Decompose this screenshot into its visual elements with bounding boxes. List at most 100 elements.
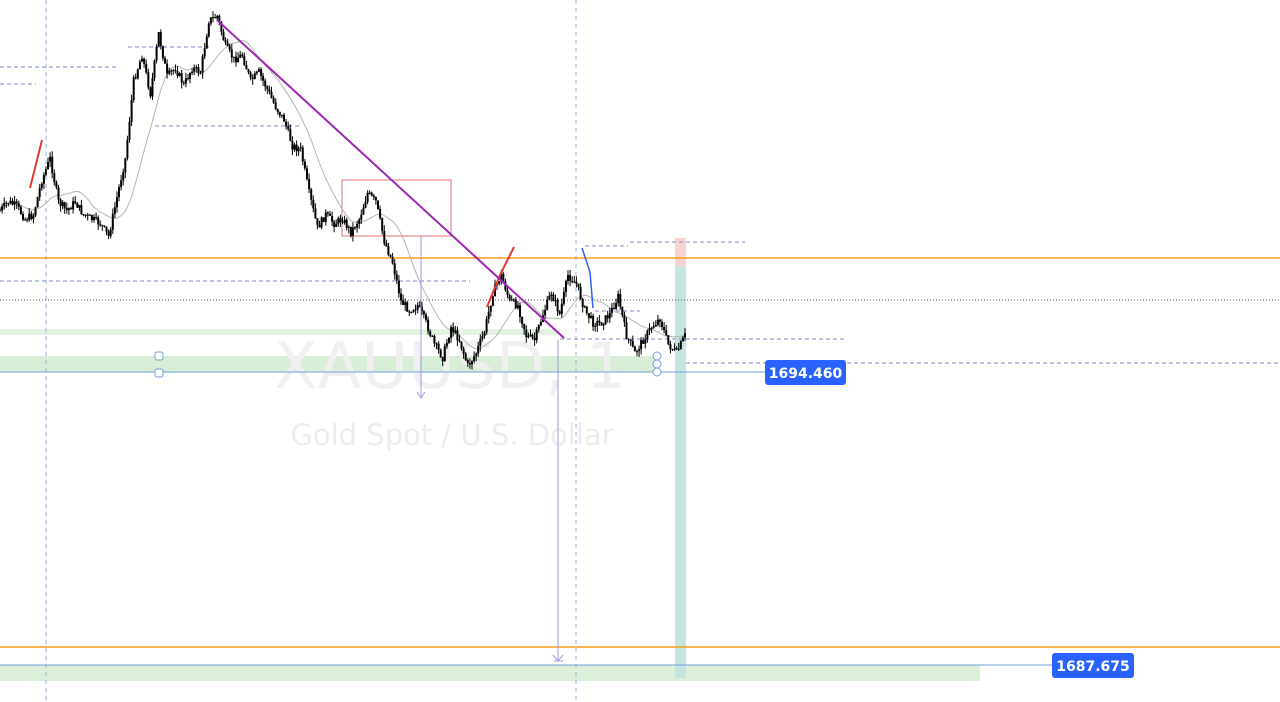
candle-body — [299, 147, 302, 149]
candle-body — [552, 294, 555, 301]
candle-body — [159, 32, 162, 47]
candle-body — [602, 324, 605, 326]
candle-body — [122, 172, 125, 181]
candle-body — [0, 210, 1, 212]
measure-arrows[interactable] — [416, 236, 564, 662]
candle-body — [652, 326, 655, 329]
candle-body — [61, 202, 64, 206]
candle-body — [49, 156, 52, 162]
candle-body — [577, 283, 580, 287]
candle-body — [640, 340, 643, 349]
demand-zone-lower[interactable] — [0, 665, 980, 681]
candle-body — [654, 325, 657, 327]
candle-body — [600, 322, 603, 326]
candle-body — [176, 71, 179, 76]
candle-body — [11, 200, 14, 205]
price-label-lower[interactable]: 1687.675 — [1052, 653, 1134, 678]
candle-body — [485, 319, 488, 333]
candle-body — [364, 202, 367, 208]
moving-average-line — [0, 39, 686, 350]
candle-body — [431, 335, 434, 337]
candle-body — [268, 89, 271, 92]
candle-body — [255, 71, 258, 74]
candle-body — [93, 217, 95, 221]
candle-body — [669, 344, 672, 350]
candle-body — [575, 281, 578, 284]
consolidation-box[interactable] — [341, 179, 452, 237]
candle-body — [629, 339, 632, 342]
zone-handles[interactable] — [154, 351, 662, 378]
candle-body — [209, 17, 212, 24]
candle-body — [143, 58, 146, 64]
candle-body — [646, 330, 649, 340]
candle-body — [80, 205, 83, 215]
candle-body — [293, 144, 296, 150]
candle-body — [550, 294, 553, 296]
candle-body — [138, 61, 141, 70]
candle-body — [345, 219, 348, 228]
candle-body — [324, 212, 327, 222]
candle-body — [508, 295, 511, 299]
candle-body — [675, 348, 678, 350]
candle-body — [356, 224, 359, 228]
candle-body — [124, 158, 127, 173]
candle-body — [502, 273, 505, 282]
candle-body — [30, 213, 33, 219]
candle-body — [349, 226, 352, 236]
candle-body — [412, 310, 415, 313]
candle-body — [57, 187, 60, 200]
position-target-zone[interactable] — [675, 266, 686, 678]
candle-body — [663, 327, 666, 331]
candle-body — [7, 203, 10, 205]
candle-body — [638, 349, 641, 352]
candle-body — [673, 348, 676, 350]
descending-trendline[interactable] — [216, 19, 565, 339]
candle-body — [681, 337, 684, 342]
candle-body — [36, 197, 39, 208]
candle-body — [562, 291, 565, 304]
candle-body — [625, 322, 628, 339]
candle-body — [187, 78, 189, 80]
candle-body — [9, 200, 12, 204]
candle-body — [216, 15, 219, 19]
candle-body — [441, 357, 444, 362]
candle-body — [287, 126, 290, 129]
candle-body — [1, 206, 4, 211]
candle-body — [214, 17, 217, 19]
candle-body — [132, 77, 135, 100]
candle-body — [633, 346, 636, 352]
candle-body — [99, 224, 102, 226]
candle-body — [521, 317, 524, 324]
candle-body — [157, 32, 160, 47]
candle-body — [280, 114, 283, 116]
demand-zone-upper[interactable] — [0, 356, 657, 372]
candle-body — [266, 86, 269, 90]
candle-body — [477, 345, 480, 354]
candle-body — [180, 73, 183, 83]
candle-body — [395, 274, 398, 281]
candle-body — [101, 225, 104, 227]
candle-body — [573, 281, 576, 283]
candle-body — [164, 58, 166, 64]
candle-body — [489, 305, 492, 312]
candle-body — [295, 144, 298, 152]
candle-body — [326, 212, 329, 214]
candle-body — [32, 215, 35, 219]
candle-body — [44, 169, 47, 175]
candle-body — [59, 199, 62, 206]
candle-body — [466, 360, 469, 363]
candle-body — [38, 188, 41, 198]
candle-body — [34, 207, 37, 216]
candle-body — [86, 214, 89, 216]
candle-body — [343, 219, 346, 223]
candle-body — [439, 349, 442, 358]
candle-body — [178, 73, 181, 76]
price-label-upper[interactable]: 1694.460 — [765, 360, 846, 385]
candle-body — [537, 325, 540, 330]
candle-body — [525, 329, 528, 338]
candle-body — [97, 217, 100, 225]
position-stop-zone[interactable] — [675, 238, 686, 266]
candle-body — [314, 208, 317, 219]
svg-text:1687.675: 1687.675 — [1056, 659, 1130, 675]
